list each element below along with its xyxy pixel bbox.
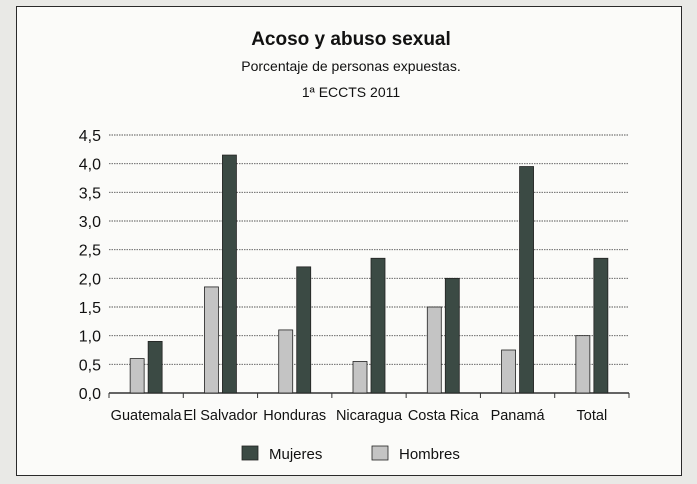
x-tick-label: Honduras [263,408,326,424]
chart-frame: Acoso y abuso sexual Porcentaje de perso… [16,6,682,476]
bar-hombres-costa-rica [426,306,442,394]
y-tick-label: 3,5 [79,185,101,202]
x-tick-label: Guatemala [111,408,183,424]
bar-mujeres-honduras [296,266,312,394]
bar-hombres-guatemala [129,358,145,394]
gridlines [109,134,629,394]
bar-hombres-total [575,335,591,394]
bar-mujeres-el-salvador [222,154,237,394]
y-tick-label: 4,0 [79,157,101,174]
bar-mujeres-costa-rica [444,277,460,394]
bar-hombres-panamá [501,349,516,394]
chart: Acoso y abuso sexual Porcentaje de perso… [79,29,630,463]
chart-subtitle: Porcentaje de personas expuestas. [241,58,460,74]
y-tick-label: 0,5 [79,357,101,374]
bars [129,154,609,394]
y-tick-label: 4,5 [79,128,101,145]
y-tick-label: 0,0 [79,386,101,403]
x-axis-labels: Guatemala El Salvador Honduras Nicaragua Cos… [108,393,630,424]
chart-title: Acoso y abuso sexual [251,29,451,50]
bar-hombres-el-salvador [204,286,219,394]
x-tick-label: Nicaragua [336,408,403,424]
bar-mujeres-panamá [519,166,534,394]
y-tick-label: 1,5 [79,300,101,317]
x-tick-label: Panamá [491,408,546,424]
legend-label-hombres: Hombres [399,446,460,463]
x-tick-label: El Salvador [183,408,257,424]
y-axis-ticks: 0,0 0,5 1,0 1,5 2,0 2,5 3,0 3,5 4,0 4,5 [79,128,101,403]
y-tick-label: 1,0 [79,329,101,346]
bar-hombres-nicaragua [352,361,368,394]
chart-subtitle-survey: 1ª ECCTS 2011 [302,84,401,100]
y-tick-label: 2,0 [79,271,101,288]
x-tick-label: Total [577,408,608,424]
legend-swatch-hombres [371,445,389,461]
x-tick-label: Costa Rica [408,408,480,424]
legend: Mujeres Hombres [241,445,460,463]
bar-mujeres-guatemala [147,340,163,394]
bar-mujeres-total [593,257,609,394]
bar-hombres-honduras [278,329,294,394]
bar-mujeres-nicaragua [370,257,386,394]
legend-label-mujeres: Mujeres [269,446,322,463]
legend-swatch-mujeres [241,445,259,461]
y-tick-label: 3,0 [79,214,101,231]
y-tick-label: 2,5 [79,243,101,260]
